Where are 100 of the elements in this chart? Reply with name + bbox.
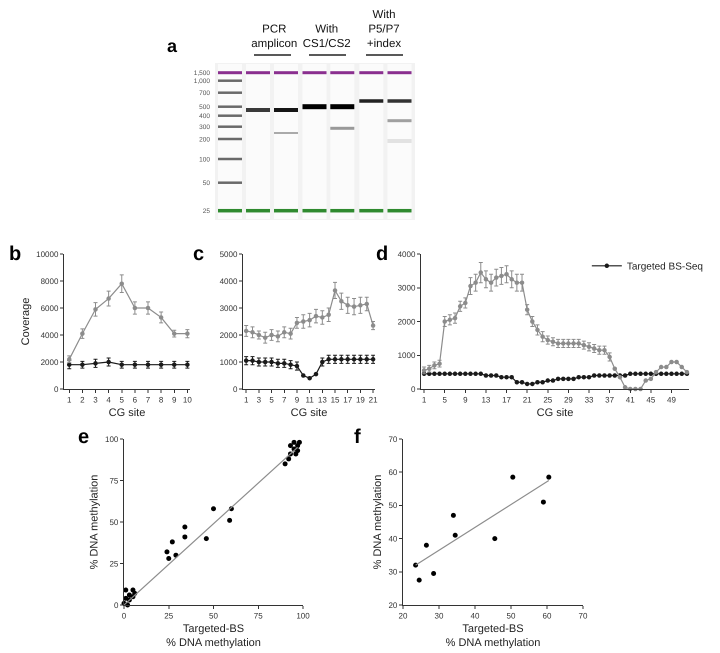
y-tick-label: 5000: [220, 250, 238, 259]
point: [478, 270, 484, 275]
x-tick-label: 49: [667, 396, 676, 405]
point: [182, 534, 188, 540]
point: [452, 316, 458, 320]
point: [93, 307, 98, 312]
point: [416, 578, 422, 583]
point: [468, 372, 473, 376]
point: [540, 334, 545, 339]
text: With CS1/CS2: [302, 24, 351, 50]
y-tick-label: 0: [54, 384, 59, 394]
point: [345, 357, 350, 362]
x-tick-label: 5: [269, 396, 274, 405]
point: [250, 358, 255, 363]
point: [499, 274, 504, 278]
point: [292, 440, 297, 445]
x-tick-label: 9: [172, 396, 178, 405]
point: [370, 357, 376, 362]
x-axis-title: CG site: [290, 406, 328, 419]
chart-title: d: [376, 243, 388, 265]
point: [320, 315, 325, 320]
point: [638, 372, 643, 376]
x-tick-label: 17: [502, 396, 512, 405]
x-tick-label: 9: [294, 396, 300, 405]
x-tick-label: 75: [254, 612, 264, 621]
point: [468, 284, 473, 288]
point: [170, 539, 175, 544]
point: [182, 524, 188, 530]
point: [442, 372, 447, 376]
point: [301, 319, 306, 324]
point: [561, 376, 566, 382]
point: [458, 372, 462, 376]
point: [622, 373, 628, 378]
x-tick-label: 3: [93, 396, 98, 405]
x-tick-label: 3: [256, 396, 262, 405]
point: [244, 358, 248, 363]
point: [211, 506, 216, 512]
point: [307, 318, 312, 322]
x-tick-label: 60: [542, 612, 552, 621]
point: [504, 272, 509, 276]
y-tick-label: 3000: [220, 304, 238, 313]
chart-title: e: [78, 426, 90, 448]
point: [80, 331, 85, 336]
y-tick-label: 20: [388, 600, 398, 610]
x-tick-label: 2: [80, 396, 86, 405]
point: [607, 373, 612, 378]
y-tick-label: 1000: [398, 351, 416, 360]
point: [262, 360, 268, 364]
chart-title: f: [354, 426, 361, 448]
point: [431, 570, 436, 576]
point: [352, 357, 356, 362]
point: [499, 374, 504, 380]
point: [546, 474, 552, 480]
x-tick-label: 25: [164, 612, 174, 621]
y-tick-label: 30: [388, 568, 398, 577]
x-tick-label: 10: [182, 396, 192, 405]
point: [597, 348, 602, 352]
point: [540, 500, 546, 505]
point: [550, 378, 556, 383]
point: [448, 318, 452, 322]
point: [612, 373, 618, 378]
chart-title: c: [193, 243, 204, 265]
x-tick-label: 37: [605, 396, 615, 405]
x-tick-label: 40: [470, 612, 480, 621]
point: [370, 323, 376, 328]
point: [282, 330, 286, 335]
point: [643, 372, 648, 376]
point: [582, 342, 586, 348]
legend-label: Targeted BS-Seq: [626, 262, 703, 273]
x-tick-label: 5: [442, 396, 448, 405]
point: [484, 277, 488, 282]
y-tick-label: 6000: [40, 304, 59, 313]
point: [332, 357, 338, 362]
point: [296, 440, 302, 445]
point: [286, 456, 292, 462]
point: [352, 304, 356, 309]
point: [294, 364, 300, 368]
point: [452, 532, 458, 538]
point: [326, 312, 331, 317]
point: [488, 280, 494, 285]
y-axis-title: Coverage: [20, 298, 32, 346]
point: [345, 303, 350, 308]
point: [262, 335, 268, 340]
point: [674, 372, 679, 376]
x-axis-title: Targeted-BS % DNA methylation: [166, 622, 261, 650]
point: [164, 549, 170, 554]
point: [524, 382, 530, 386]
point: [478, 372, 484, 376]
point: [520, 280, 524, 285]
x-tick-label: 100: [296, 612, 310, 621]
point: [592, 346, 596, 351]
text: With P5/P7 +index: [366, 9, 402, 50]
point: [576, 341, 581, 346]
point: [566, 341, 571, 346]
point: [158, 315, 164, 320]
point: [586, 374, 592, 380]
y-tick-label: 3000: [398, 284, 416, 293]
x-tick-label: 15: [330, 396, 340, 405]
point: [504, 374, 509, 380]
y-tick-label: 0: [232, 384, 238, 394]
